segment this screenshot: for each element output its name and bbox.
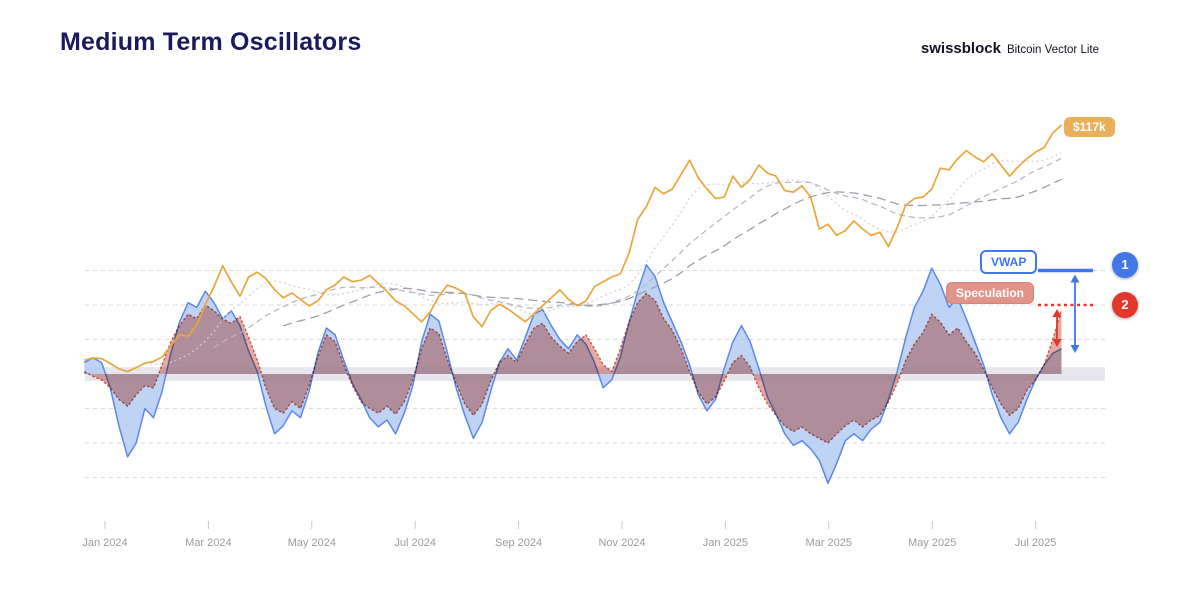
x-tick-label: Sep 2024 [495,537,542,549]
price-value-badge: $117k [1064,117,1115,137]
x-tick-label: May 2024 [288,537,336,549]
callout-marker-1: 1 [1112,252,1138,278]
brand-logo: swissblock Bitcoin Vector Lite [921,40,1099,57]
brand-name: swissblock [920,40,1001,57]
price-line [84,124,1063,373]
page-title: Medium Term Oscillators [60,28,362,56]
x-tick-label: Jul 2024 [394,537,436,549]
x-tick-label: Mar 2025 [806,537,852,549]
x-tick-label: Mar 2024 [185,537,231,549]
x-axis: Jan 2024 Mar 2024 May 2024 Jul 2024 Sep 2024… [82,521,1056,549]
x-tick-label: Nov 2024 [598,537,645,549]
speculation-oscillator-area [83,292,1063,444]
moving-average-lines [144,152,1062,365]
callout-marker-2: 2 [1112,292,1138,318]
x-tick-label: Jan 2025 [703,537,748,549]
annotations [1038,268,1093,353]
speculation-label-badge: Speculation [946,282,1035,304]
x-tick-label: Jan 2024 [82,537,127,549]
brand-product-label: Bitcoin Vector Lite [1006,44,1099,56]
vwap-label-badge: VWAP [980,250,1038,274]
x-tick-label: May 2025 [908,537,956,549]
x-tick-label: Jul 2025 [1015,537,1057,549]
